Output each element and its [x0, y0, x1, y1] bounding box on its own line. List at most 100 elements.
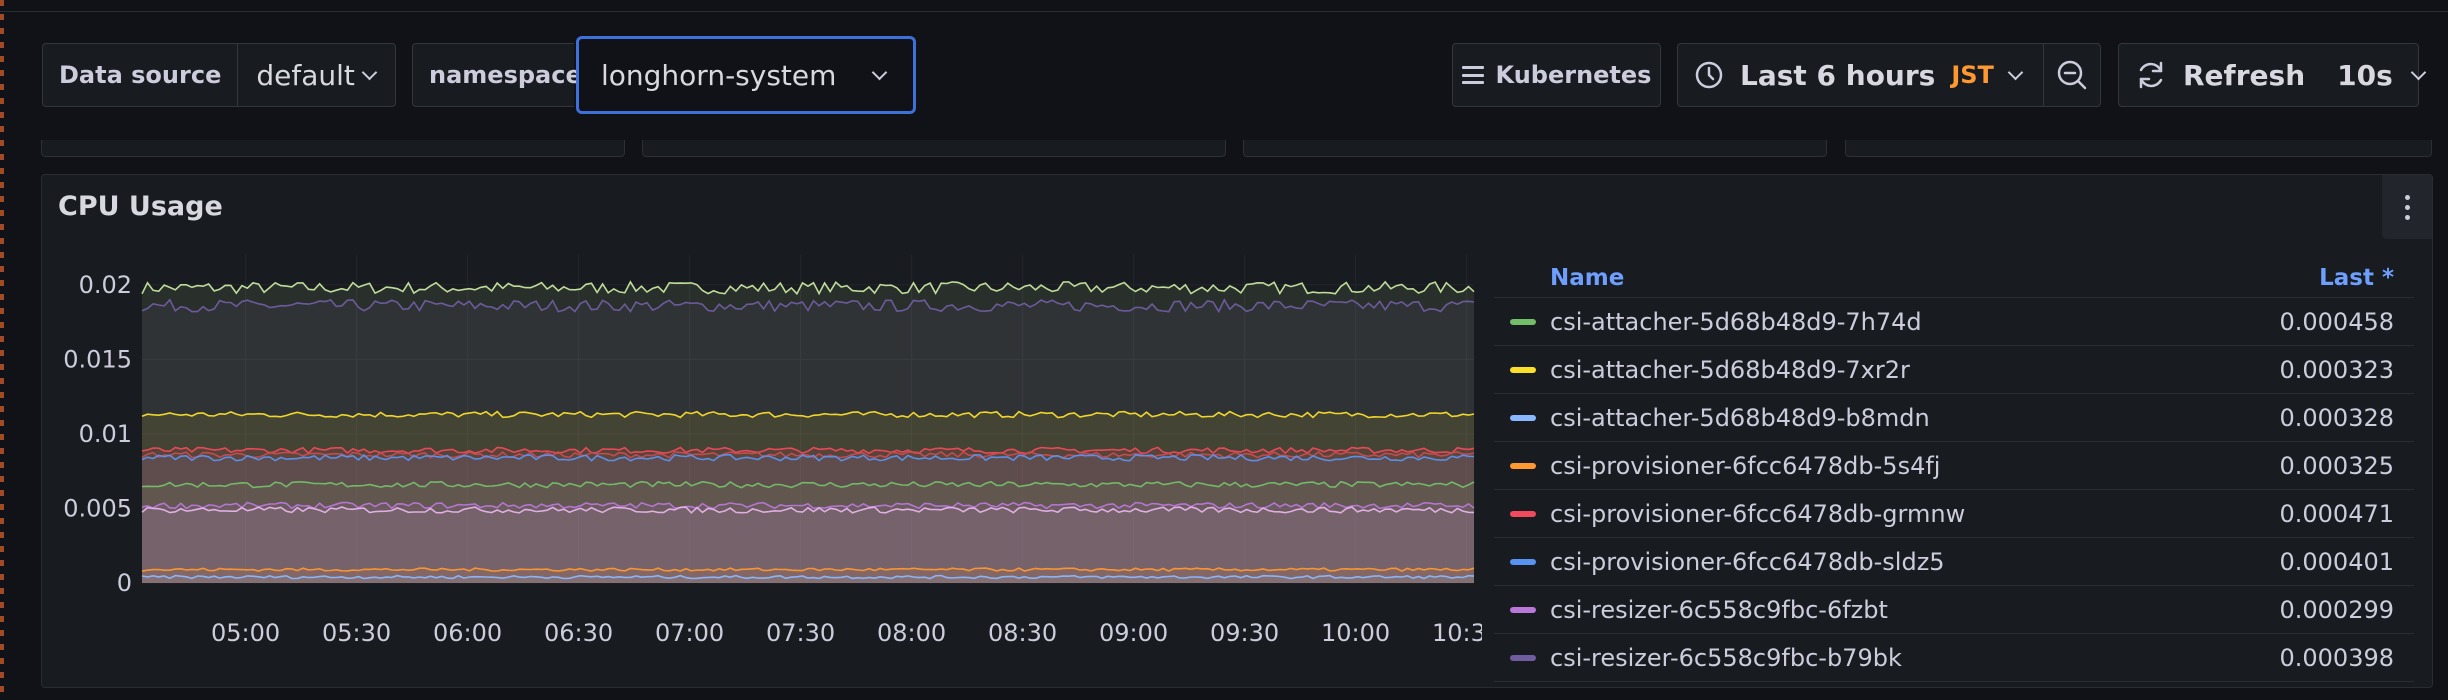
legend-row[interactable]: csi-provisioner-6fcc6478db-grmnw 0.000471: [1494, 490, 2414, 538]
divider: [2042, 44, 2044, 106]
chevron-down-icon: [2007, 64, 2024, 80]
x-tick-label: 10:00: [1321, 619, 1390, 647]
series-line: [141, 280, 1475, 296]
legend-last-value: 0.000458: [2279, 307, 2394, 336]
menu-icon: [1461, 66, 1484, 84]
legend-swatch: [1510, 654, 1536, 661]
zoom-out-icon: [2057, 60, 2087, 90]
series-area: [142, 299, 1474, 583]
legend-last-value: 0.000471: [2279, 499, 2394, 528]
legend-swatch: [1510, 510, 1536, 517]
series-line: [141, 574, 1475, 580]
legend-row[interactable]: csi-resizer-6c558c9fbc-b79bk 0.000398: [1494, 634, 2414, 682]
legend-header-last[interactable]: Last *: [2319, 264, 2394, 291]
cpu-usage-panel: CPU Usage 0 0.005 0.01 0.015 0.02 05:00 05:30…: [41, 174, 2433, 688]
legend-row[interactable]: csi-provisioner-6fcc6478db-sldz5 0.000401: [1494, 538, 2414, 586]
series-line: [141, 480, 1475, 489]
refresh-icon: [2139, 61, 2163, 89]
legend-series-name[interactable]: csi-attacher-5d68b48d9-7h74d: [1550, 307, 1922, 336]
panel-above: [1243, 140, 1827, 157]
series-line: [141, 450, 1475, 459]
series-area: [142, 502, 1474, 583]
refresh-button[interactable]: Refresh: [2119, 44, 2321, 106]
series-line: [141, 506, 1475, 514]
legend-series-name[interactable]: csi-attacher-5d68b48d9-b8mdn: [1550, 403, 1930, 432]
legend-swatch: [1510, 318, 1536, 325]
chart-legend: Name Last * csi-attacher-5d68b48d9-7h74d…: [1494, 258, 2414, 682]
series-area: [142, 451, 1474, 583]
legend-series-name[interactable]: csi-resizer-6c558c9fbc-6fzbt: [1550, 595, 1888, 624]
kubernetes-dashboards-button[interactable]: Kubernetes: [1452, 43, 1661, 107]
legend-series-name[interactable]: csi-provisioner-6fcc6478db-grmnw: [1550, 499, 1966, 528]
legend-series-name[interactable]: csi-provisioner-6fcc6478db-5s4fj: [1550, 451, 1941, 480]
legend-row[interactable]: csi-attacher-5d68b48d9-7xr2r 0.000323: [1494, 346, 2414, 394]
legend-row[interactable]: csi-resizer-6c558c9fbc-6fzbt 0.000299: [1494, 586, 2414, 634]
chevron-down-icon: [361, 64, 378, 80]
series-line: [141, 298, 1475, 314]
legend-swatch: [1510, 414, 1536, 421]
panel-menu-button[interactable]: [2382, 175, 2432, 239]
refresh-picker: Refresh 10s: [2118, 43, 2427, 107]
legend-series-name[interactable]: csi-provisioner-6fcc6478db-sldz5: [1550, 547, 1945, 576]
time-range-picker: Last 6 hours JST: [1677, 43, 2101, 107]
datasource-select[interactable]: default: [238, 44, 395, 106]
x-tick-label: 07:30: [766, 619, 835, 647]
divider: [237, 44, 239, 106]
namespace-select[interactable]: longhorn-system: [576, 36, 916, 114]
legend-row[interactable]: csi-provisioner-6fcc6478db-5s4fj 0.000325: [1494, 442, 2414, 490]
legend-row[interactable]: csi-attacher-5d68b48d9-7h74d 0.000458: [1494, 298, 2414, 346]
series-area: [142, 507, 1474, 583]
timezone-badge: JST: [1951, 61, 1994, 89]
time-range-value: Last 6 hours: [1740, 58, 1936, 92]
legend-swatch: [1510, 366, 1536, 373]
y-tick-label: 0.015: [63, 345, 132, 373]
kubernetes-link-label: Kubernetes: [1495, 61, 1652, 89]
x-tick-label: 06:30: [544, 619, 613, 647]
series-line: [141, 410, 1475, 419]
x-tick-label: 08:00: [877, 619, 946, 647]
x-tick-label: 09:30: [1210, 619, 1279, 647]
panel-above: [41, 140, 625, 157]
legend-last-value: 0.000323: [2279, 355, 2394, 384]
refresh-interval-select[interactable]: 10s: [2321, 44, 2446, 106]
panel-above: [1845, 140, 2432, 157]
panel-title: CPU Usage: [58, 191, 223, 222]
legend-header-name[interactable]: Name: [1550, 264, 1625, 291]
legend-last-value: 0.000299: [2279, 595, 2394, 624]
refresh-interval-value: 10s: [2337, 58, 2393, 92]
panel-above: [642, 140, 1226, 157]
legend-header: Name Last *: [1494, 258, 2414, 298]
y-tick-label: 0.02: [79, 271, 132, 299]
x-tick-label: 05:00: [211, 619, 280, 647]
legend-last-value: 0.000325: [2279, 451, 2394, 480]
legend-series-name[interactable]: csi-attacher-5d68b48d9-7xr2r: [1550, 355, 1910, 384]
chevron-down-icon: [871, 64, 888, 80]
zoom-out-button[interactable]: [2044, 44, 2100, 106]
x-tick-label: 06:00: [433, 619, 502, 647]
legend-series-name[interactable]: csi-resizer-6c558c9fbc-b79bk: [1550, 643, 1902, 672]
refresh-label: Refresh: [2183, 58, 2306, 92]
y-tick-label: 0.005: [63, 494, 132, 522]
x-tick-label: 05:30: [322, 619, 391, 647]
legend-last-value: 0.000398: [2279, 643, 2394, 672]
legend-last-value: 0.000401: [2279, 547, 2394, 576]
datasource-label: Data source: [59, 61, 222, 89]
series-line: [141, 446, 1475, 455]
time-range-button[interactable]: Last 6 hours JST: [1678, 44, 2043, 106]
y-tick-label: 0.01: [79, 420, 132, 448]
series-line: [141, 453, 1475, 462]
series-area: [142, 447, 1474, 583]
namespace-label: namespace: [429, 61, 582, 89]
series-line: [141, 501, 1475, 510]
series-line: [141, 567, 1475, 572]
top-border: [0, 0, 2448, 12]
legend-last-value: 0.000328: [2279, 403, 2394, 432]
legend-row[interactable]: csi-attacher-5d68b48d9-b8mdn 0.000328: [1494, 394, 2414, 442]
chevron-down-icon: [2410, 64, 2427, 80]
x-tick-label: 08:30: [988, 619, 1057, 647]
legend-swatch: [1510, 462, 1536, 469]
window-edge-marker: [0, 0, 4, 700]
x-tick-label: 07:00: [655, 619, 724, 647]
datasource-variable: Data source default: [42, 43, 396, 107]
datasource-value: default: [256, 58, 355, 92]
